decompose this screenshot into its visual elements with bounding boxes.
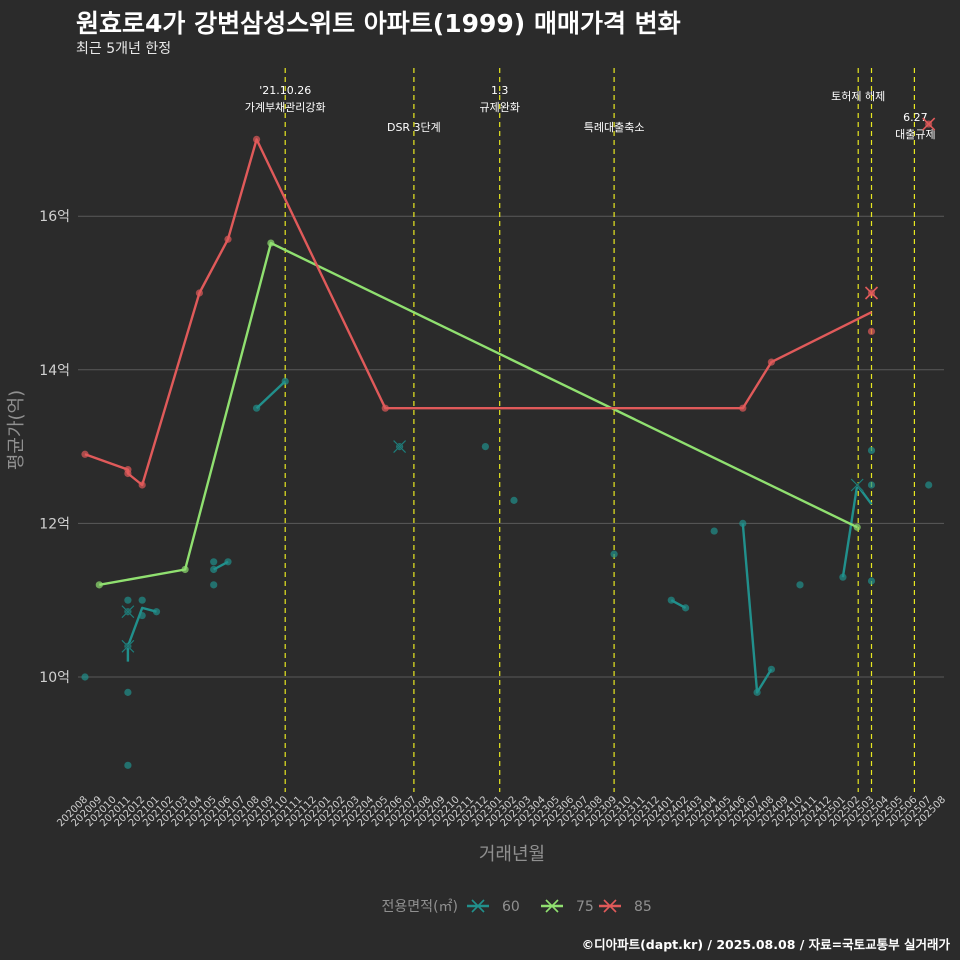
- series-60-point: [610, 550, 618, 558]
- series-60-cross: [393, 440, 407, 454]
- series-60-point: [510, 496, 518, 504]
- series-75-line: [99, 241, 858, 586]
- axes: 10억12억14억16억2020082020092020102020112020…: [6, 209, 948, 865]
- policy-label: 토허제 해제: [831, 89, 885, 103]
- y-tick-label: 14억: [39, 363, 70, 379]
- policy-label: 규제완화: [479, 101, 519, 114]
- source-caption: ©디아파트(dapt.kr) / 2025.08.08 / 자료=국토교통부 실…: [581, 937, 950, 952]
- legend-label: 60: [502, 899, 520, 915]
- series-60-point: [839, 573, 847, 581]
- series-85-point: [867, 327, 876, 335]
- series-60-line: [126, 606, 157, 662]
- series-75-point: [853, 523, 861, 531]
- series-60-line: [841, 483, 873, 578]
- series-85-cross: [922, 117, 936, 131]
- series-60-point: [124, 688, 132, 696]
- series-85-point: [195, 289, 203, 297]
- series-60-point: [253, 404, 261, 412]
- series-60-point: [867, 577, 876, 585]
- series-60-point: [767, 665, 776, 673]
- series-60-point: [796, 581, 804, 589]
- series-60-point: [667, 596, 675, 604]
- series-85-point: [381, 404, 389, 412]
- series-60-point: [925, 481, 933, 489]
- series-85-point: [767, 358, 776, 366]
- chart-subtitle: 최근 5개년 한정: [76, 41, 172, 57]
- y-tick-label: 10억: [39, 670, 70, 686]
- policy-label: '21.10.26: [259, 84, 311, 97]
- series-75-point: [95, 581, 103, 589]
- series-85-point: [138, 481, 146, 489]
- policy-label: 특례대출축소: [584, 121, 645, 134]
- legend-label: 85: [634, 899, 652, 915]
- legend-swatch-cross: [471, 899, 485, 913]
- series-60-line: [255, 380, 287, 410]
- series-60-point: [682, 604, 690, 612]
- series-85-line: [84, 138, 873, 487]
- series-85-point: [253, 135, 261, 143]
- legend-swatch-cross: [603, 899, 617, 913]
- series-60-point: [753, 688, 761, 696]
- series-85-point: [124, 469, 132, 478]
- series-60-point: [210, 558, 218, 566]
- series-60-point: [138, 611, 146, 620]
- policy-label: 대출규제: [895, 128, 935, 141]
- policy-label: DSR 3단계: [387, 121, 441, 134]
- legend: 전용면적(㎡) 60 75 85: [382, 899, 652, 915]
- series-60-point: [867, 481, 876, 489]
- series-60-point: [281, 377, 289, 385]
- legend-label: 75: [576, 899, 594, 915]
- policy-label: 1.3: [491, 84, 509, 97]
- series-60-point: [710, 527, 718, 535]
- series-75-point: [267, 239, 275, 247]
- series-60-point: [224, 558, 232, 566]
- series-60-point: [867, 446, 876, 455]
- legend-swatch-cross: [545, 899, 559, 913]
- series-60-point: [138, 596, 146, 604]
- series-60-point: [152, 608, 161, 616]
- series-85-point: [224, 235, 232, 243]
- series-60-cross: [121, 639, 135, 653]
- policy-label: 가계부채관리강화: [245, 101, 326, 114]
- legend-title: 전용면적(㎡): [382, 899, 458, 915]
- series-60-cross: [121, 605, 135, 619]
- series-60-point: [124, 596, 132, 604]
- y-axis-title: 평균가(억): [6, 390, 27, 470]
- series-marks: [81, 117, 936, 769]
- policy-label: 6.27: [903, 111, 928, 124]
- series-60-point: [739, 519, 747, 528]
- series-60-point: [481, 443, 489, 451]
- series-75-point: [181, 565, 189, 574]
- x-axis-title: 거래년월: [479, 844, 545, 865]
- series-60-point: [81, 673, 89, 681]
- y-tick-label: 16억: [39, 209, 70, 225]
- series-60-point: [210, 581, 218, 589]
- series-60-point: [124, 761, 132, 769]
- grid-lines: [78, 215, 944, 678]
- chart-title: 원효로4가 강변삼성스위트 아파트(1999) 매매가격 변화: [76, 9, 681, 38]
- y-tick-label: 12억: [39, 516, 70, 532]
- series-85-cross: [864, 286, 879, 300]
- series-60-cross: [850, 478, 864, 492]
- series-85-point: [739, 404, 747, 412]
- series-60-line: [741, 523, 773, 694]
- series-85-point: [81, 450, 89, 458]
- series-60-point: [210, 565, 218, 574]
